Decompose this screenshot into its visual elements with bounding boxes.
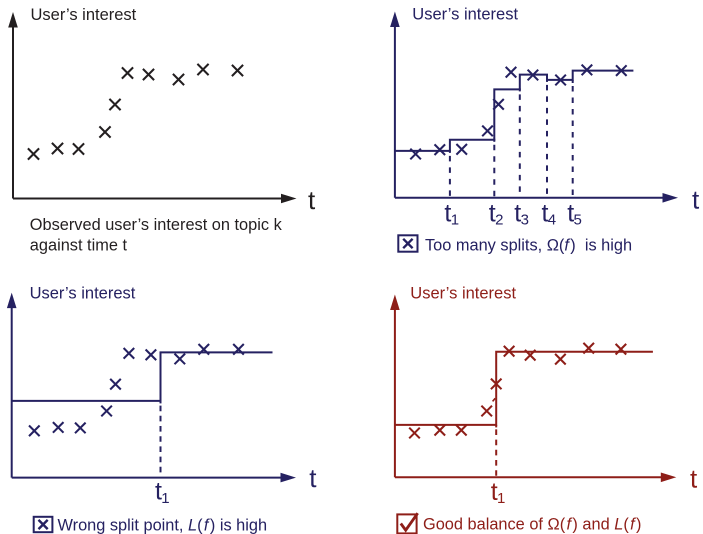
svg-text:t: t	[690, 463, 698, 493]
svg-text:t: t	[308, 185, 316, 215]
svg-text:t: t	[309, 463, 317, 493]
svg-text:3: 3	[521, 212, 529, 229]
svg-text:t: t	[514, 200, 521, 228]
svg-text:5: 5	[574, 212, 582, 229]
svg-text:t: t	[155, 478, 162, 506]
svg-text:2: 2	[495, 212, 503, 229]
svg-text:User’s interest: User’s interest	[410, 284, 516, 302]
svg-text:1: 1	[451, 212, 459, 229]
svg-text:Wrong split point, L( f ) is h: Wrong split point, L( f ) is high	[58, 517, 268, 534]
svg-text:t: t	[567, 200, 574, 228]
svg-text:4: 4	[548, 212, 556, 229]
svg-text:Observed user’s interest on to: Observed user’s interest on topic k	[30, 216, 283, 234]
svg-text:t: t	[444, 200, 451, 228]
svg-text:User’s interest: User’s interest	[31, 6, 137, 24]
svg-text:Good balance of Ω( f ) and L(: Good balance of Ω( f ) and L( f )	[423, 516, 642, 534]
svg-text:t: t	[692, 184, 700, 214]
svg-text:Too many splits, Ω(f ) is hig: Too many splits, Ω(f ) is high	[425, 236, 632, 254]
svg-text:t: t	[489, 200, 496, 228]
svg-text:t: t	[542, 200, 549, 228]
svg-text:User’s interest: User’s interest	[30, 284, 136, 302]
svg-text:t: t	[491, 478, 498, 506]
svg-text:1: 1	[161, 490, 169, 507]
svg-text:against time t: against time t	[30, 236, 128, 254]
svg-text:User’s interest: User’s interest	[412, 5, 518, 23]
svg-text:1: 1	[497, 490, 505, 507]
